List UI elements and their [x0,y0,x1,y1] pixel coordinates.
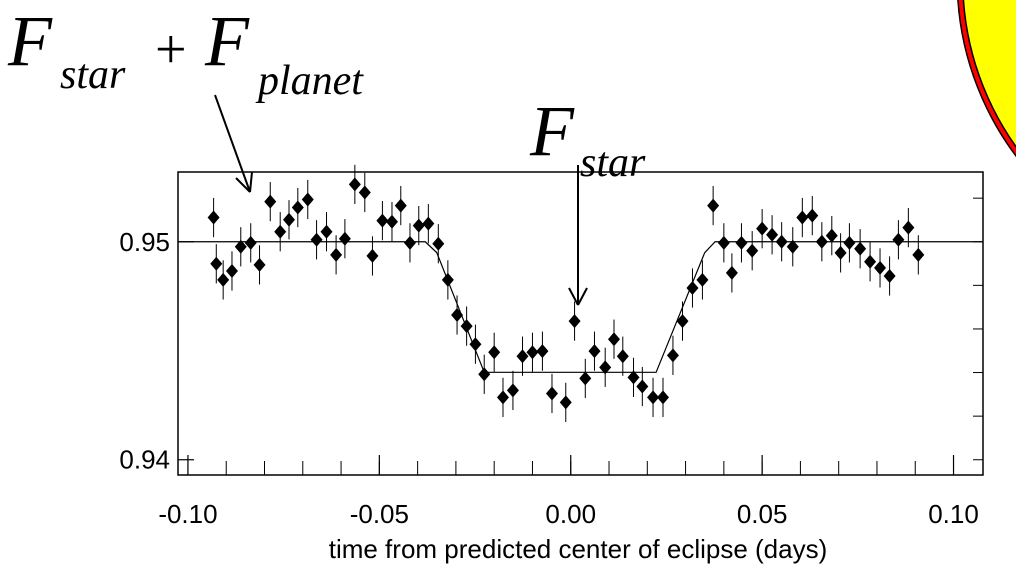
data-point [320,224,333,239]
x-axis-label: time from predicted center of eclipse (d… [329,534,828,564]
data-point [656,390,669,405]
data-point [864,254,877,269]
data-point [330,247,343,262]
data-point [902,220,915,235]
data-point [696,272,709,287]
data-point [274,224,287,239]
data-point [796,210,809,225]
x-tick-label: 0.10 [928,499,979,529]
data-point [766,227,779,242]
data-point [588,344,601,359]
data-point [264,194,277,209]
data-point [559,395,572,410]
data-point [348,177,361,192]
data-point [627,370,640,385]
data-point [225,263,238,278]
data-point [385,214,398,229]
data-point [912,247,925,262]
data-point [496,390,509,405]
data-point [786,239,799,254]
arrow-head [568,287,588,306]
data-point [666,348,679,363]
data-point [253,257,266,272]
data-point [217,272,230,287]
data-point [676,314,689,329]
data-point [607,332,620,347]
data-point [488,345,501,360]
data-point [599,360,612,375]
model-line [178,241,983,373]
arrow-head [235,171,253,193]
y-tick-label: 0.95 [119,227,170,257]
data-point [432,236,445,251]
annotation: F [204,1,250,81]
data-point [883,268,896,283]
data-point [207,210,220,225]
data-point [403,235,416,250]
x-tick-label: 0.05 [737,499,788,529]
data-point [358,185,371,200]
data-point [825,228,838,243]
data-point [460,319,473,334]
data-point [506,383,519,398]
data-point [545,386,558,401]
annotation: planet [255,58,364,104]
data-point [647,390,660,405]
x-tick-label: -0.05 [350,499,409,529]
annotation: star [580,140,646,186]
data-point [478,367,491,382]
data-point [244,235,257,250]
data-point [283,212,296,227]
data-point [717,235,730,250]
data-point [874,260,887,275]
data-point [735,235,748,250]
arrow [214,94,251,193]
data-point [568,314,581,329]
data-point [412,218,425,233]
annotation: star [60,52,126,98]
x-tick-label: -0.10 [158,499,217,529]
data-point [536,344,549,359]
data-point [834,245,847,260]
data-point [892,232,905,247]
plot-frame [177,171,984,476]
data-point [301,192,314,207]
data-point [636,379,649,394]
data-point [725,265,738,280]
data-point [854,241,867,256]
data-point [376,213,389,228]
data-point [806,208,819,223]
data-point [234,239,247,254]
planet-disk-outline [957,0,1016,158]
annotation: F [7,1,53,81]
data-point [746,243,759,258]
data-point [707,198,720,213]
data-point [366,248,379,263]
data-point [210,256,223,271]
y-tick-label: 0.94 [119,445,170,475]
data-point [616,349,629,364]
annotation: + [155,19,187,81]
data-point [516,349,529,364]
annotation: F [529,91,575,171]
data-point [422,216,435,231]
data-point [526,345,539,360]
data-point [310,232,323,247]
data-point [756,221,769,236]
data-point [338,231,351,246]
data-point [394,198,407,213]
data-point [579,371,592,386]
data-point [291,200,304,215]
data-point [843,235,856,250]
data-point [469,337,482,352]
x-tick-label: 0.00 [545,499,596,529]
